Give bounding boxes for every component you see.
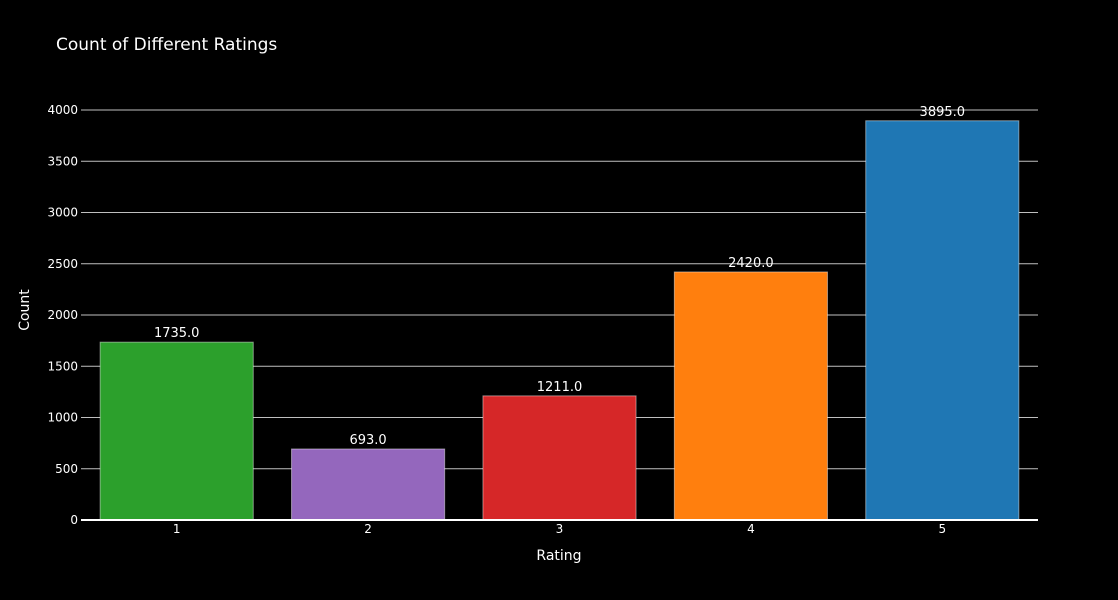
bar-rating-3[interactable]	[482, 395, 637, 521]
data-labels: 1735.0 693.0 1211.0 2420.0 3895.0	[154, 105, 965, 448]
bar-rating-4[interactable]	[673, 271, 828, 521]
y-axis-title: Count	[17, 289, 33, 331]
x-tick-label: 5	[938, 522, 946, 536]
data-label: 1211.0	[537, 380, 583, 395]
bars	[99, 120, 1020, 521]
data-label: 693.0	[349, 433, 386, 448]
data-label: 3895.0	[920, 105, 966, 120]
y-tick-label: 1000	[47, 411, 78, 425]
y-tick-label: 4000	[47, 103, 78, 117]
x-axis-ticks: 1 2 3 4 5	[173, 522, 946, 536]
x-axis-title: Rating	[536, 548, 581, 564]
data-label: 1735.0	[154, 326, 200, 341]
y-tick-label: 3000	[47, 206, 78, 220]
x-tick-label: 4	[747, 522, 755, 536]
y-tick-label: 2500	[47, 257, 78, 271]
y-tick-label: 500	[55, 462, 78, 476]
x-tick-label: 1	[173, 522, 181, 536]
bar-rating-2[interactable]	[291, 448, 446, 521]
y-tick-label: 1500	[47, 359, 78, 373]
x-tick-label: 3	[556, 522, 564, 536]
y-tick-label: 0	[70, 513, 78, 527]
chart-title: Count of Different Ratings	[56, 35, 277, 55]
y-axis-ticks: 0 500 1000 1500 2000 2500 3000 3500 4000	[47, 103, 78, 527]
y-tick-label: 2000	[47, 308, 78, 322]
bar-rating-1[interactable]	[99, 341, 254, 521]
bar-rating-5[interactable]	[865, 120, 1020, 521]
y-tick-label: 3500	[47, 154, 78, 168]
x-tick-label: 2	[364, 522, 372, 536]
data-label: 2420.0	[728, 256, 774, 271]
